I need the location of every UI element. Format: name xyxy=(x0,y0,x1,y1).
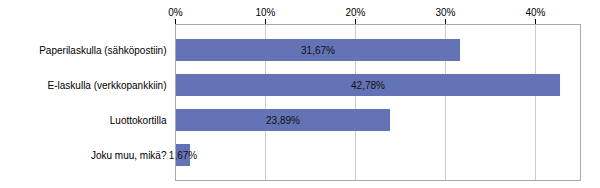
svg-text:23,89%: 23,89% xyxy=(266,115,300,126)
svg-text:0%: 0% xyxy=(168,7,183,18)
svg-text:31,67%: 31,67% xyxy=(301,45,335,56)
svg-text:Paperilaskulla (sähköpostiin): Paperilaskulla (sähköpostiin) xyxy=(39,45,166,56)
svg-text:E-laskulla (verkkopankkiin): E-laskulla (verkkopankkiin) xyxy=(48,80,167,91)
svg-text:42,78%: 42,78% xyxy=(351,80,385,91)
svg-text:40%: 40% xyxy=(525,7,545,18)
svg-text:20%: 20% xyxy=(345,7,365,18)
svg-text:30%: 30% xyxy=(435,7,455,18)
svg-text:Luottokortilla: Luottokortilla xyxy=(110,115,167,126)
svg-text:10%: 10% xyxy=(255,7,275,18)
svg-text:Joku muu, mikä?: Joku muu, mikä? xyxy=(91,150,167,161)
svg-text:1,67%: 1,67% xyxy=(169,150,197,161)
